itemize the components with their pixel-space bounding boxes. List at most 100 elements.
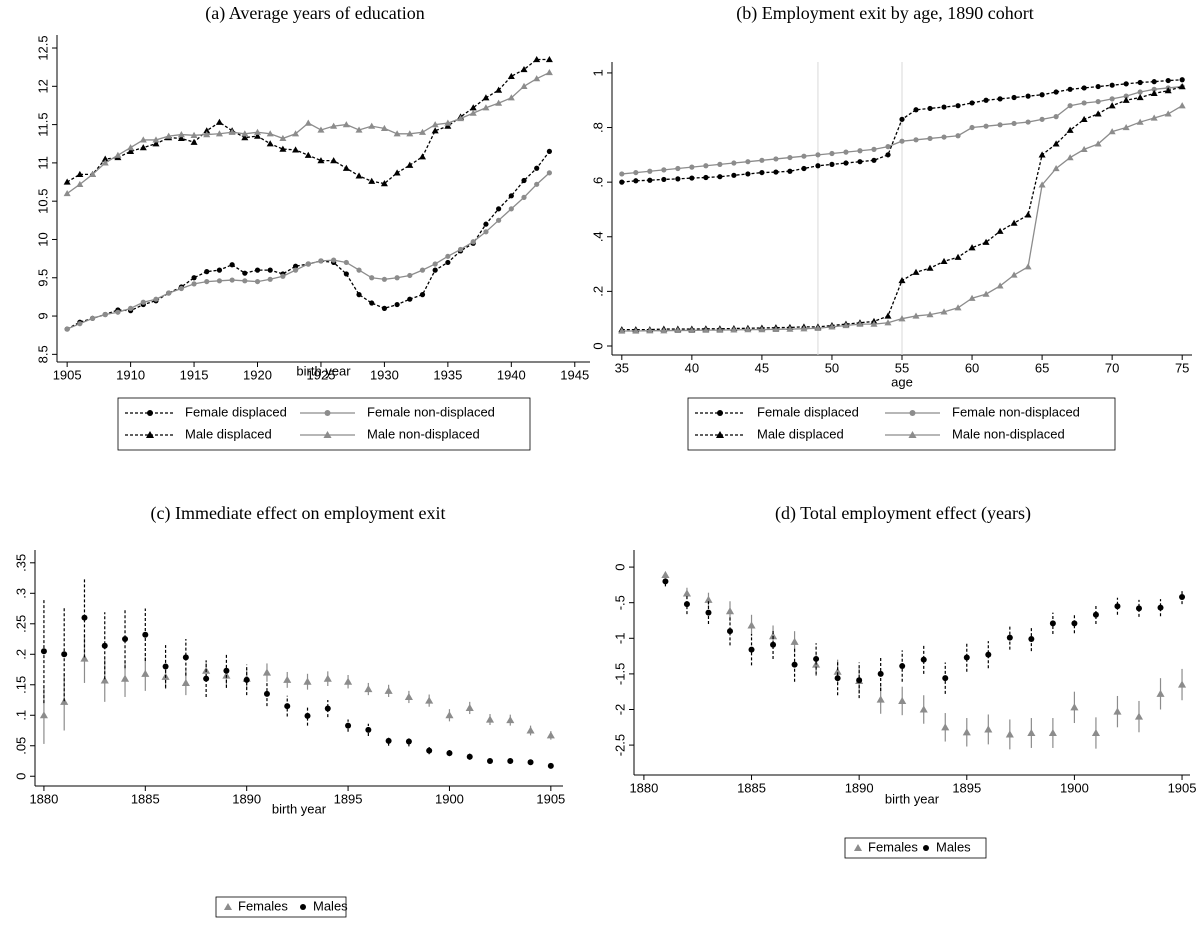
y-tick-label: .05 (13, 737, 28, 755)
circle-marker (385, 737, 392, 744)
circle-marker (829, 161, 835, 167)
circle-marker (242, 270, 248, 276)
circle-marker (128, 305, 134, 311)
circle-marker (77, 321, 83, 327)
circle-marker (759, 169, 765, 176)
x-tick-label: 1885 (131, 791, 160, 806)
circle-marker (242, 278, 248, 284)
triangle-marker (545, 55, 553, 63)
triangle-marker (177, 134, 185, 142)
circle-marker (1095, 83, 1101, 90)
legend-box (215, 896, 347, 918)
circle-marker (284, 703, 291, 710)
circle-marker (983, 123, 989, 129)
circle-marker (1028, 636, 1035, 643)
triangle-marker (814, 324, 822, 331)
circle-marker (727, 628, 734, 635)
triangle-marker (485, 715, 495, 723)
triangle-marker (482, 104, 490, 111)
triangle-marker (968, 294, 976, 301)
circle-marker (1025, 119, 1031, 125)
circle-marker (546, 148, 552, 155)
circle-marker (204, 278, 210, 285)
legend-box (844, 837, 987, 859)
circle-marker (216, 278, 223, 284)
circle-marker (1137, 79, 1143, 86)
triangle-marker (139, 144, 147, 151)
triangle-marker (982, 290, 990, 297)
legend-label: Male displaced (757, 426, 844, 441)
triangle-marker (1113, 707, 1122, 715)
triangle-marker (898, 276, 906, 284)
circle-marker (1081, 100, 1087, 106)
triangle-marker (393, 130, 401, 137)
triangle-marker (1164, 87, 1172, 94)
circle-marker (178, 285, 184, 292)
x-tick-label: 70 (1105, 360, 1119, 375)
circle-marker (203, 675, 210, 682)
circle-marker (1081, 85, 1087, 91)
triangle-marker (1048, 728, 1057, 737)
triangle-marker (725, 607, 735, 615)
circle-marker (927, 105, 933, 112)
circle-marker (356, 267, 362, 273)
circle-marker (166, 290, 172, 296)
circle-marker (369, 300, 375, 306)
circle-marker (182, 654, 189, 661)
circle-marker (318, 258, 324, 264)
circle-marker (955, 103, 961, 109)
triangle-marker (1080, 115, 1088, 122)
triangle-marker (1038, 151, 1046, 158)
y-tick-label: 9 (35, 312, 50, 319)
triangle-marker (406, 130, 414, 137)
legend-label: Female non-displaced (367, 404, 495, 419)
circle-marker (292, 267, 299, 273)
x-tick-label: 1940 (497, 367, 526, 382)
triangle-marker (876, 695, 885, 703)
triangle-marker (203, 131, 211, 138)
circle-marker (1157, 604, 1164, 611)
triangle-marker (884, 312, 892, 319)
triangle-marker (1150, 114, 1158, 121)
circle-marker (1135, 605, 1142, 612)
triangle-marker (769, 632, 778, 640)
circle-marker (619, 171, 625, 177)
x-tick-label: 35 (615, 360, 629, 375)
legend-label: Males (313, 898, 348, 913)
circle-marker (703, 163, 709, 169)
legend-label: Females (238, 898, 288, 913)
triangle-marker (425, 696, 434, 704)
triangle-marker (968, 244, 976, 251)
triangle-marker (177, 131, 185, 138)
circle-marker (405, 738, 412, 745)
triangle-marker (704, 595, 713, 603)
circle-marker (745, 171, 751, 177)
circle-marker (815, 163, 821, 169)
legend-label: Female displaced (757, 404, 859, 419)
x-tick-label: 1880 (629, 780, 658, 795)
circle-marker (731, 172, 737, 178)
circle-marker (470, 239, 476, 245)
circle-marker (191, 281, 197, 287)
x-tick-label: 1890 (232, 791, 261, 806)
circle-marker (496, 206, 502, 212)
triangle-marker (1164, 110, 1172, 117)
x-tick-label: 1900 (1060, 780, 1089, 795)
panel-title: (a) Average years of education (205, 3, 425, 24)
triangle-marker (954, 304, 962, 311)
triangle-marker (954, 253, 962, 260)
circle-marker (703, 174, 709, 181)
legend-label: Female non-displaced (952, 404, 1080, 419)
circle-marker (1109, 82, 1115, 88)
triangle-marker (661, 570, 670, 578)
x-tick-label: 1895 (334, 791, 363, 806)
x-tick-label: 55 (895, 360, 909, 375)
circle-marker (647, 168, 653, 174)
triangle-marker (856, 320, 864, 327)
triangle-marker (1178, 83, 1186, 90)
y-tick-label: .15 (13, 676, 28, 694)
x-tick-label: 60 (965, 360, 979, 375)
circle-marker (446, 750, 453, 757)
triangle-marker (507, 94, 515, 101)
